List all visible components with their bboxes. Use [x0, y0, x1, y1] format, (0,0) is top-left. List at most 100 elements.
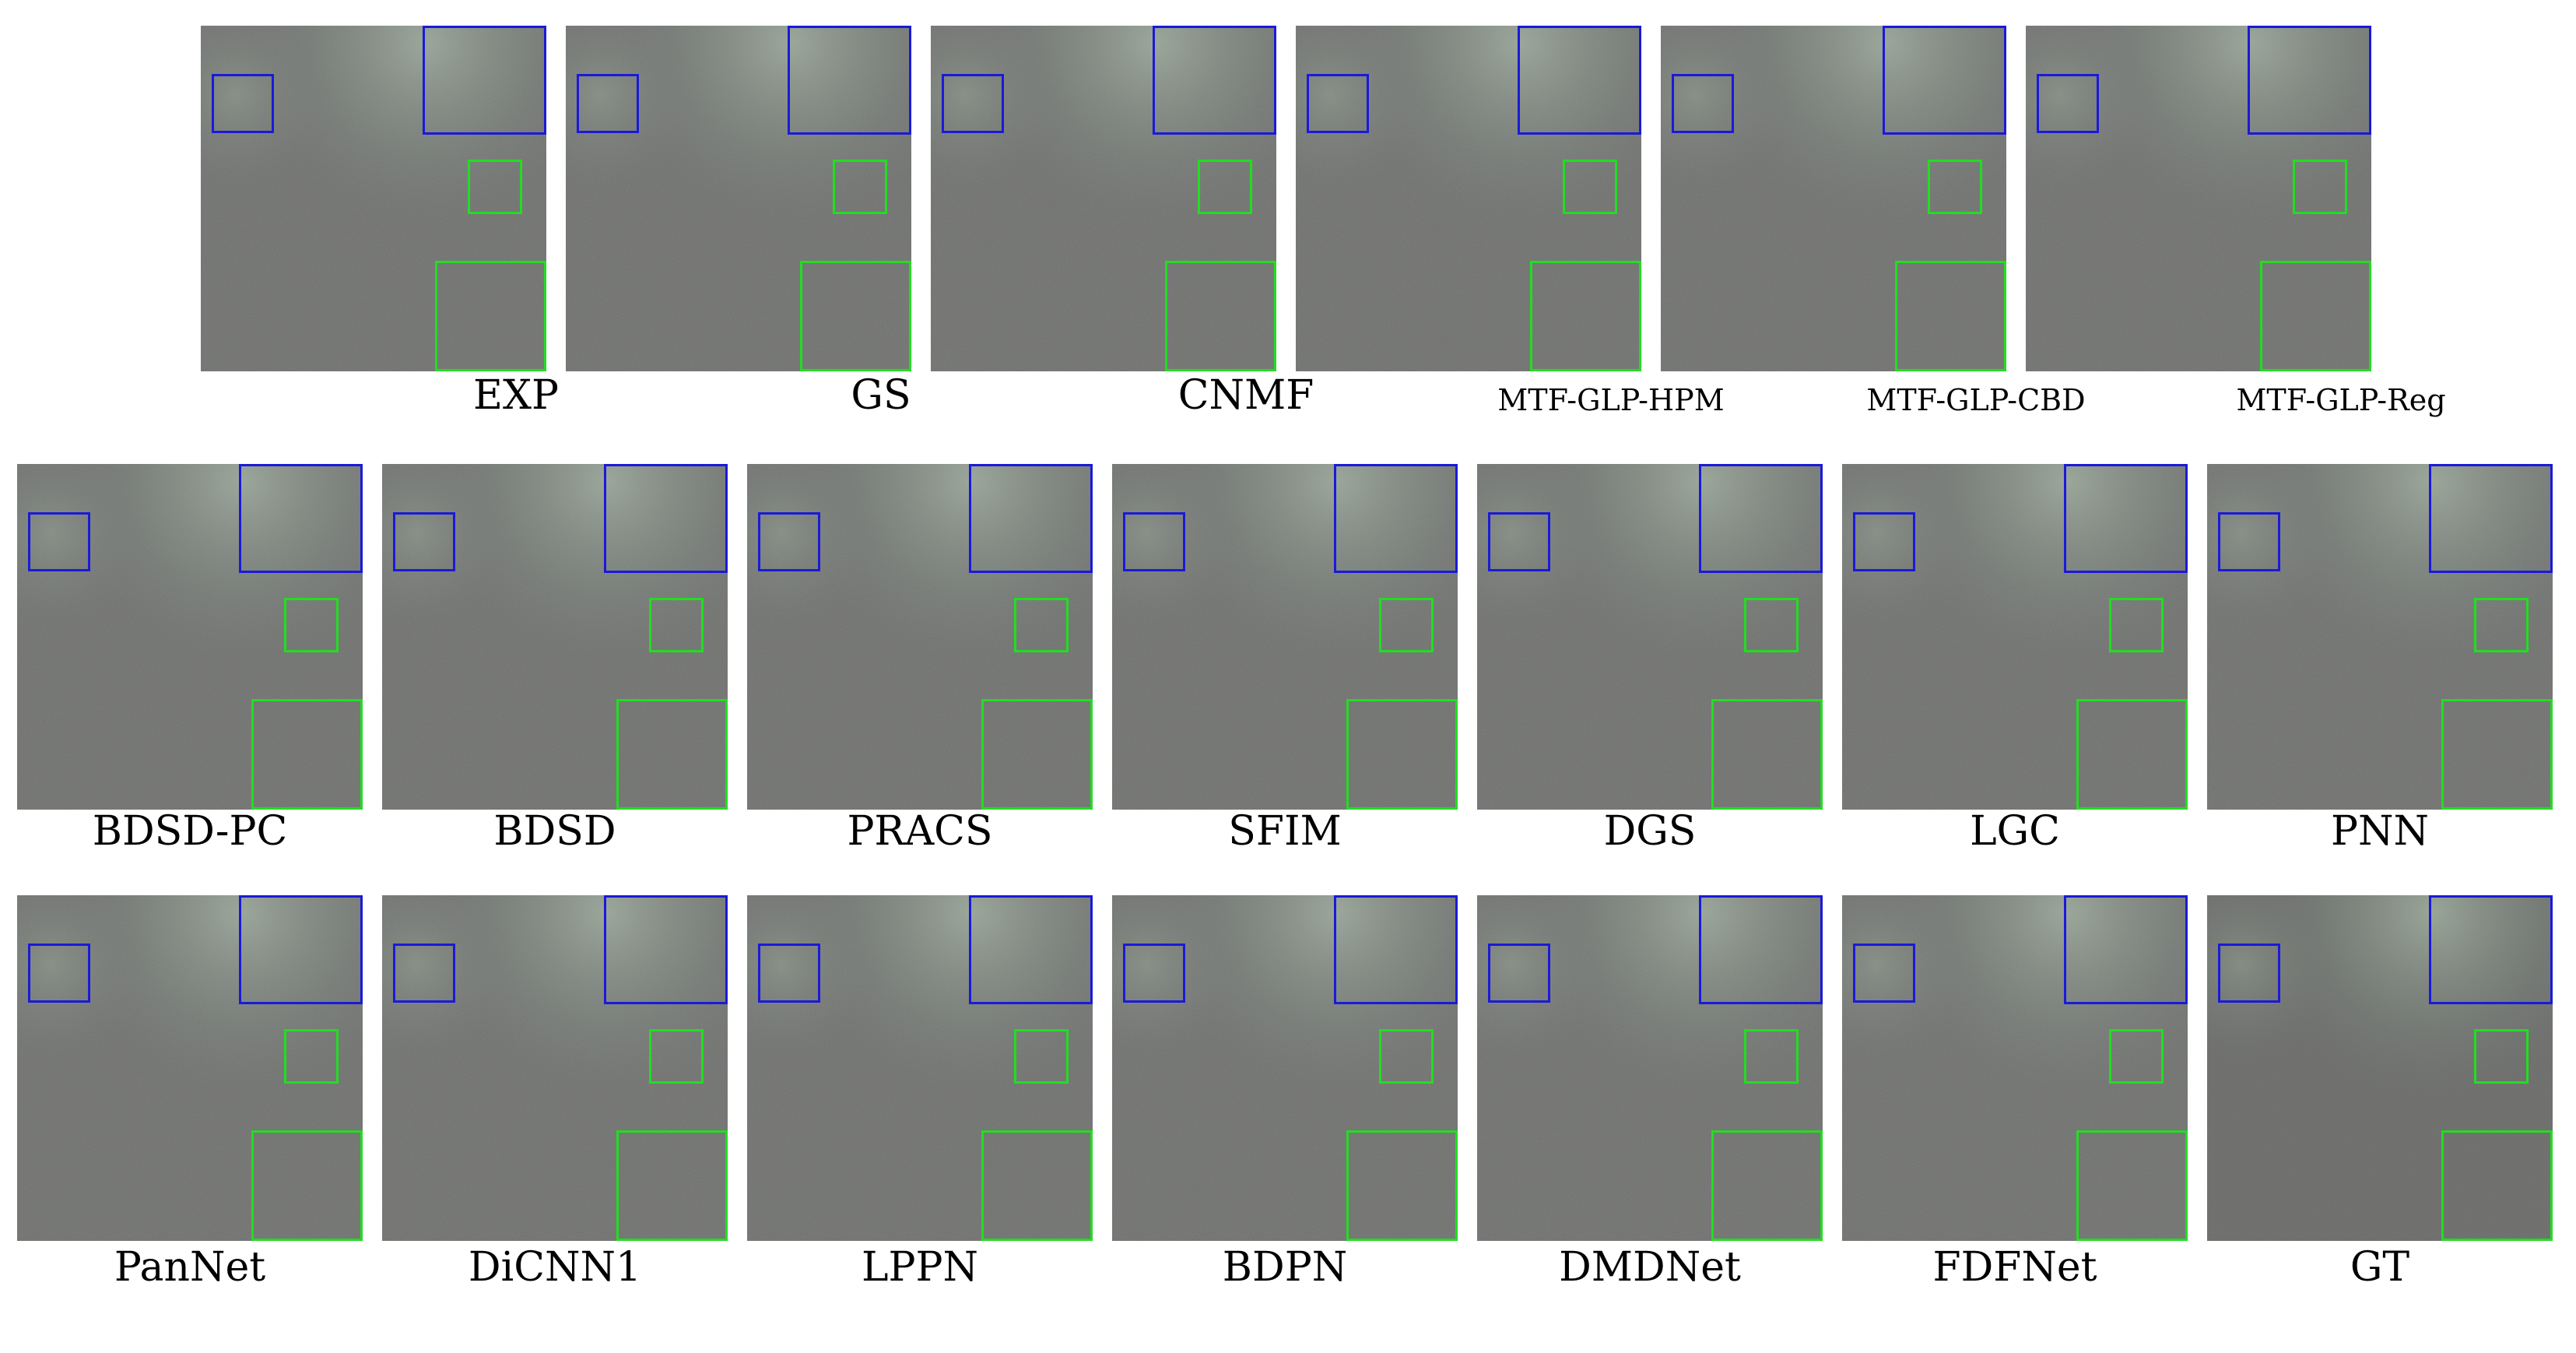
roi-small-green	[1014, 1029, 1069, 1084]
roi-zoom-blue	[2064, 464, 2188, 573]
roi-small-blue	[577, 74, 639, 133]
method-label: SFIM	[1228, 808, 1342, 855]
roi-small-blue	[1853, 512, 1915, 571]
roi-zoom-blue	[1334, 895, 1458, 1004]
result-image	[931, 26, 1276, 371]
result-image	[566, 26, 911, 371]
roi-zoom-blue	[239, 895, 363, 1004]
roi-small-blue	[1488, 512, 1550, 571]
method-label: EXP	[473, 372, 559, 419]
roi-small-blue	[28, 944, 90, 1003]
roi-small-green	[1014, 598, 1069, 652]
roi-small-blue	[212, 74, 274, 133]
roi-small-green	[1198, 160, 1252, 214]
roi-small-green	[2474, 598, 2529, 652]
result-image	[17, 895, 363, 1241]
roi-zoom-blue	[2064, 895, 2188, 1004]
roi-small-blue	[2218, 512, 2280, 571]
roi-small-green	[2109, 598, 2164, 652]
roi-small-blue	[1672, 74, 1734, 133]
roi-small-green	[468, 160, 522, 214]
result-image	[2207, 464, 2553, 810]
roi-small-blue	[1123, 944, 1185, 1003]
roi-small-green	[1744, 1029, 1799, 1084]
result-image	[1661, 26, 2006, 371]
method-label: BDSD	[493, 808, 616, 855]
roi-small-green	[2293, 160, 2347, 214]
roi-zoom-blue	[604, 895, 728, 1004]
roi-zoom-blue	[239, 464, 363, 573]
roi-zoom-blue	[2429, 895, 2553, 1004]
roi-small-blue	[2218, 944, 2280, 1003]
roi-zoom-green	[1711, 699, 1823, 810]
roi-zoom-blue	[969, 464, 1093, 573]
roi-small-blue	[1853, 944, 1915, 1003]
result-image	[2207, 895, 2553, 1241]
roi-zoom-blue	[604, 464, 728, 573]
roi-zoom-blue	[423, 26, 546, 135]
method-label: GT	[2350, 1244, 2410, 1291]
method-label: BDSD-PC	[92, 808, 288, 855]
roi-small-green	[833, 160, 887, 214]
result-image	[1842, 464, 2188, 810]
result-image	[2026, 26, 2371, 371]
roi-zoom-green	[1711, 1130, 1823, 1241]
roi-small-green	[649, 598, 704, 652]
method-label: FDFNet	[1932, 1244, 2097, 1291]
result-image	[1477, 895, 1823, 1241]
roi-zoom-green	[981, 699, 1093, 810]
roi-small-blue	[393, 944, 455, 1003]
roi-zoom-green	[2076, 1130, 2188, 1241]
roi-zoom-green	[1530, 261, 1641, 371]
roi-small-green	[1563, 160, 1617, 214]
roi-small-blue	[758, 944, 820, 1003]
roi-zoom-blue	[969, 895, 1093, 1004]
method-label: LGC	[1970, 808, 2060, 855]
roi-zoom-green	[800, 261, 911, 371]
result-image	[17, 464, 363, 810]
roi-small-green	[2474, 1029, 2529, 1084]
result-image	[747, 895, 1093, 1241]
roi-zoom-green	[981, 1130, 1093, 1241]
roi-small-blue	[1307, 74, 1369, 133]
roi-zoom-blue	[1699, 464, 1823, 573]
method-label: PRACS	[847, 808, 993, 855]
roi-small-blue	[942, 74, 1004, 133]
method-label: BDPN	[1222, 1244, 1348, 1291]
roi-zoom-green	[2441, 699, 2553, 810]
method-label: MTF-GLP-CBD	[1866, 383, 2086, 417]
method-label: GS	[851, 372, 911, 419]
method-label: MTF-GLP-Reg	[2236, 383, 2446, 417]
roi-zoom-blue	[2429, 464, 2553, 573]
roi-zoom-green	[2260, 261, 2371, 371]
method-label: CNMF	[1177, 372, 1314, 419]
roi-zoom-green	[251, 1130, 363, 1241]
method-label: PanNet	[114, 1244, 266, 1291]
roi-small-green	[1379, 598, 1434, 652]
result-image	[1112, 464, 1458, 810]
method-label: DiCNN1	[468, 1244, 642, 1291]
roi-small-blue	[1123, 512, 1185, 571]
roi-small-blue	[1488, 944, 1550, 1003]
result-image	[747, 464, 1093, 810]
method-label: DMDNet	[1559, 1244, 1741, 1291]
roi-small-green	[284, 1029, 339, 1084]
roi-zoom-green	[1346, 1130, 1458, 1241]
roi-small-green	[2109, 1029, 2164, 1084]
roi-zoom-blue	[1153, 26, 1276, 135]
roi-small-green	[1379, 1029, 1434, 1084]
roi-zoom-green	[2076, 699, 2188, 810]
result-image	[382, 895, 728, 1241]
roi-small-blue	[393, 512, 455, 571]
roi-zoom-blue	[1699, 895, 1823, 1004]
roi-zoom-blue	[1334, 464, 1458, 573]
roi-zoom-blue	[1518, 26, 1641, 135]
roi-small-blue	[758, 512, 820, 571]
roi-zoom-green	[435, 261, 546, 371]
result-image	[1112, 895, 1458, 1241]
result-image	[201, 26, 546, 371]
roi-zoom-blue	[2248, 26, 2371, 135]
result-image	[1296, 26, 1641, 371]
roi-small-green	[1928, 160, 1982, 214]
roi-small-blue	[28, 512, 90, 571]
